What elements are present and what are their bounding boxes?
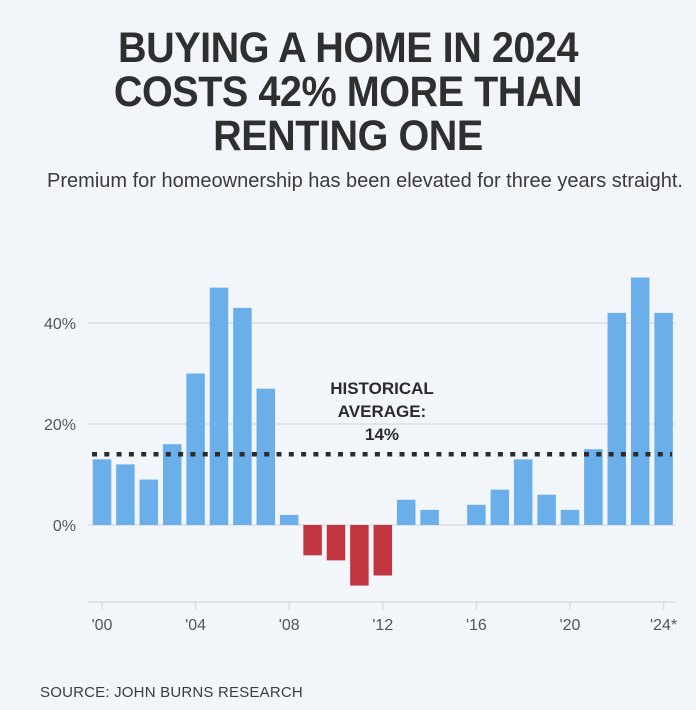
average-annotation: HISTORICAL AVERAGE: 14% — [330, 379, 434, 444]
bar-2008 — [279, 514, 299, 525]
bar-2022 — [607, 312, 627, 525]
bar-2010 — [326, 525, 346, 561]
x-tick-label: '00 — [92, 617, 113, 634]
bar-2023 — [630, 277, 650, 525]
bar-2011 — [350, 525, 369, 586]
bar-2016 — [467, 504, 486, 525]
bar-2019 — [537, 494, 556, 525]
title-line: COSTS 42% MORE THAN — [113, 68, 583, 116]
bar-2013 — [396, 499, 416, 525]
annotation-line: AVERAGE: — [338, 402, 426, 421]
bar-2002 — [139, 479, 159, 525]
x-tick-label: '24* — [650, 617, 677, 634]
y-tick-label: 40% — [44, 316, 76, 333]
bar-2001 — [116, 464, 135, 525]
annotation-line: 14% — [365, 425, 399, 444]
title-line: RENTING ONE — [213, 112, 483, 160]
bar-2007 — [256, 388, 276, 525]
bar-2018 — [513, 459, 533, 525]
bar-2014 — [420, 509, 439, 525]
chart-title: BUYING A HOME IN 2024 COSTS 42% MORE THA… — [28, 26, 668, 158]
bar-2005 — [209, 287, 229, 525]
bar-2012 — [373, 525, 393, 576]
x-tick-label: '16 — [466, 617, 487, 634]
bar-2017 — [490, 489, 510, 525]
bar-2000 — [92, 459, 112, 525]
bar-2003 — [162, 444, 182, 525]
x-tick-label: '04 — [185, 617, 206, 634]
x-tick-label: '20 — [560, 617, 581, 634]
annotation-line: HISTORICAL — [330, 379, 434, 398]
source-note: SOURCE: JOHN BURNS RESEARCH — [40, 684, 303, 701]
y-axis-labels: 0% 20% 40% — [44, 316, 76, 535]
bar-2009 — [303, 525, 322, 556]
bar-2006 — [233, 307, 252, 525]
x-axis: '00 '04 '08 '12 '16 '20 '24* — [88, 601, 677, 634]
title-line: BUYING A HOME IN 2024 — [117, 24, 579, 72]
bar-2020 — [560, 509, 580, 525]
bar-2004 — [186, 373, 205, 525]
bars — [92, 277, 673, 586]
bar-2021 — [584, 449, 603, 525]
chart-subtitle: Premium for homeownership has been eleva… — [47, 170, 683, 192]
y-tick-label: 0% — [53, 518, 76, 535]
x-tick-label: '12 — [372, 617, 393, 634]
y-tick-label: 20% — [44, 417, 76, 434]
bar-chart: '00 '04 '08 '12 '16 '20 '24* 0% 20% 40% HISTORIC… — [44, 277, 677, 634]
x-tick-label: '08 — [279, 617, 300, 634]
bar-2024 — [654, 312, 673, 525]
